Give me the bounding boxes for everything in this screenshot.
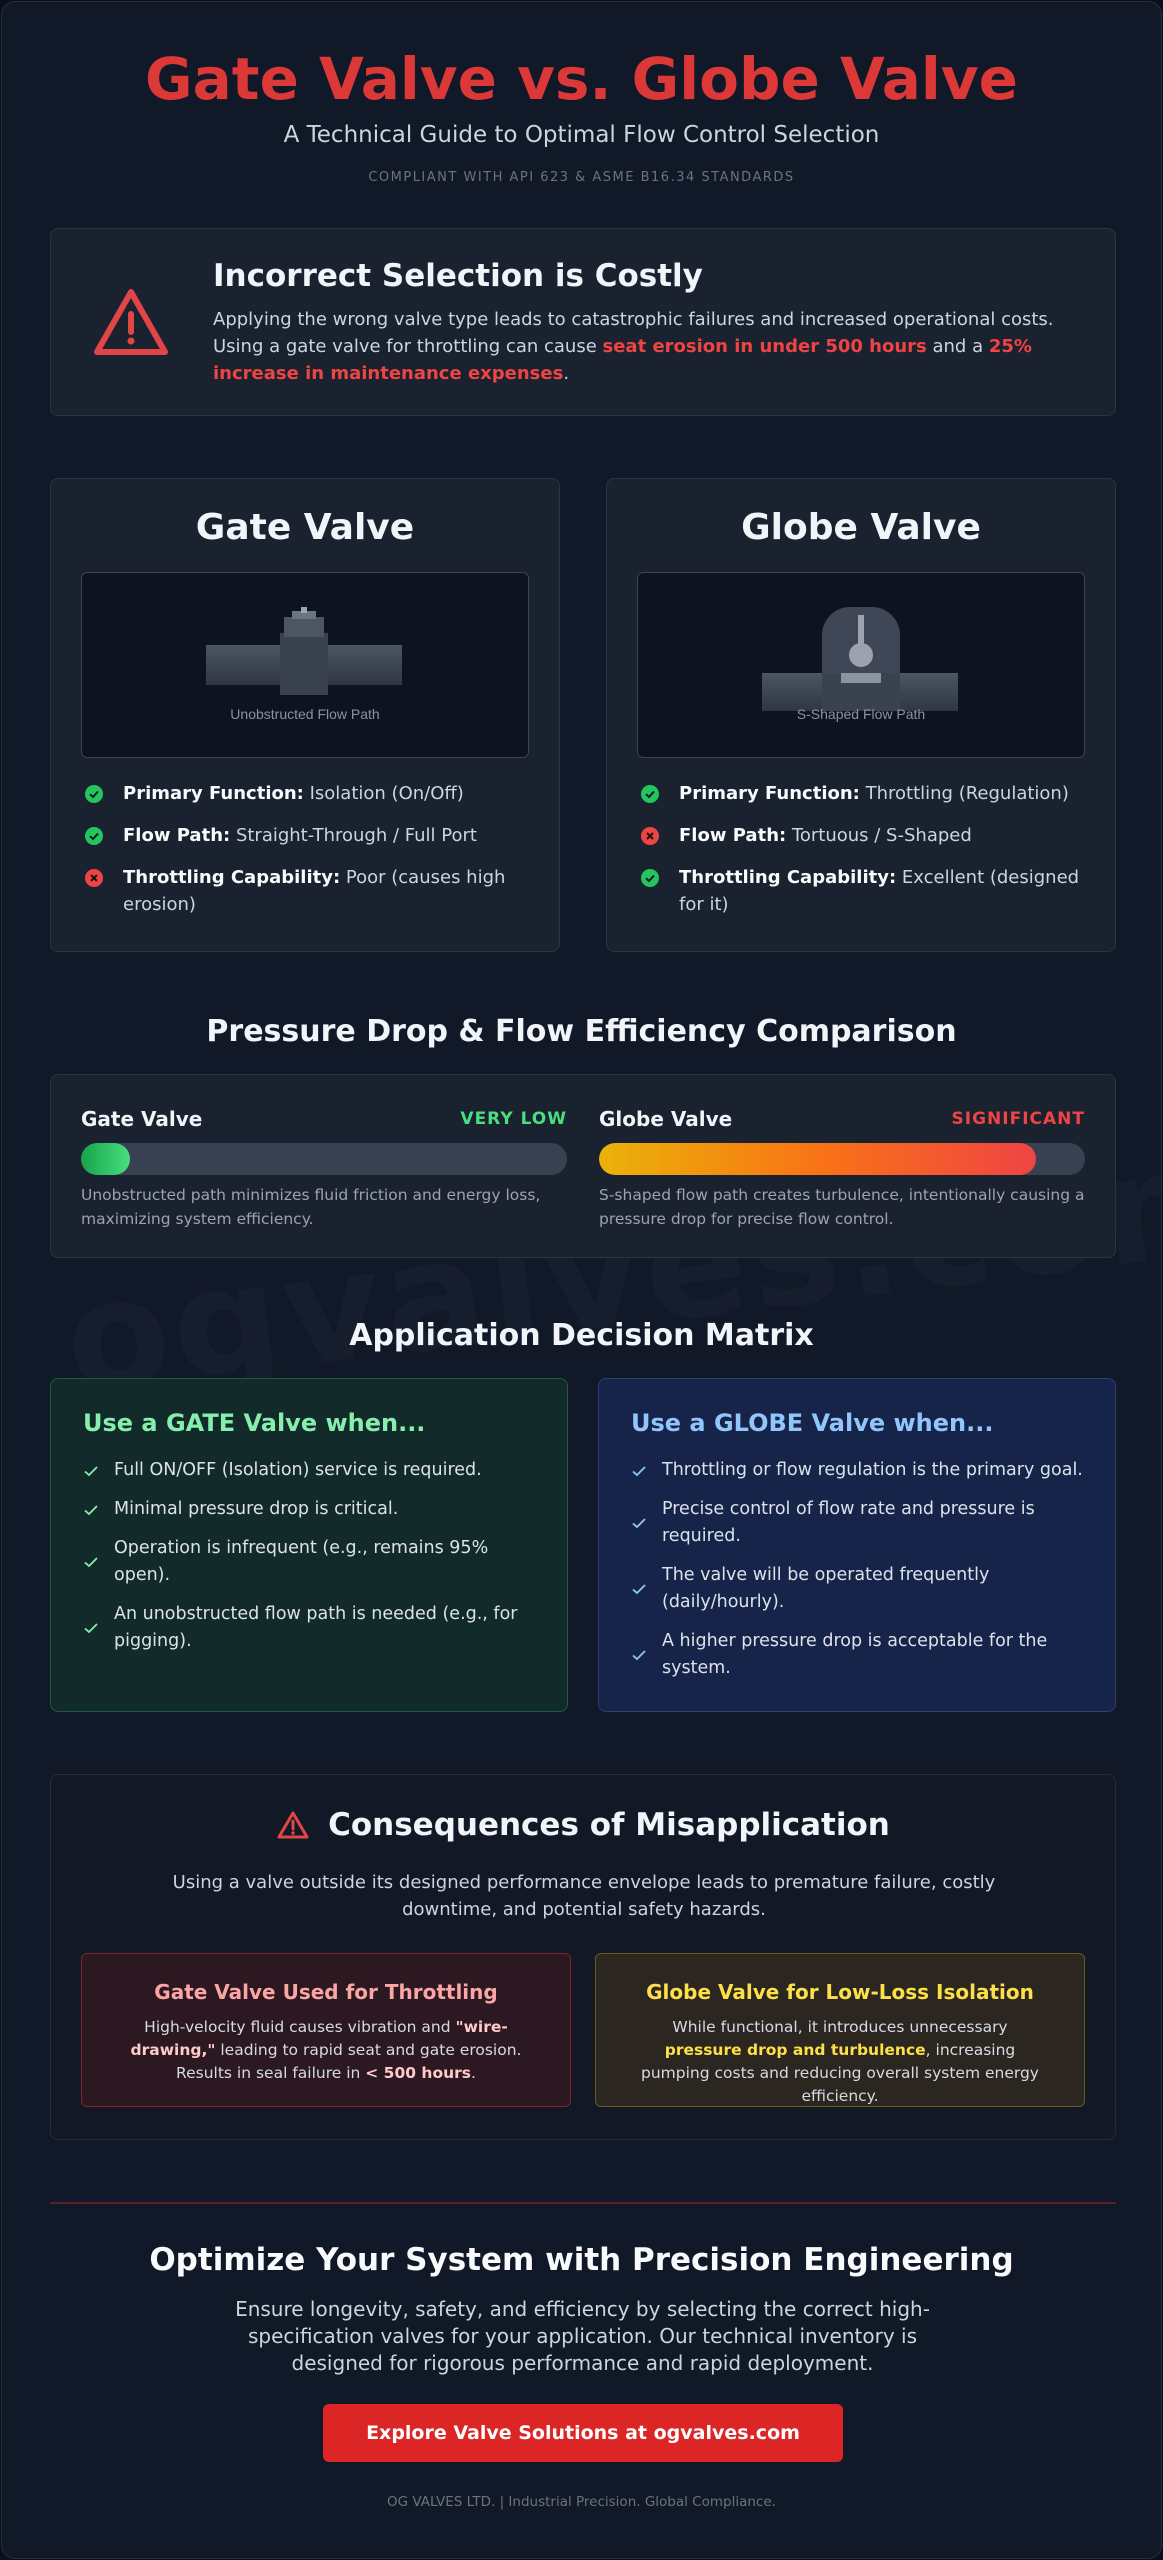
gate-misuse-text: High-velocity fluid causes vibration and… [130,2018,522,2082]
gate-valve-diagram: Unobstructed Flow Path [81,572,529,758]
gate-valve-title: Gate Valve [195,507,415,548]
cta-text: Ensure longevity, safety, and efficiency… [235,2297,930,2375]
compliance-note: COMPLIANT WITH API 623 & ASME B16.34 STA… [368,170,795,185]
globe-misuse-heading: Globe Valve for Low-Loss Isolation [646,1980,1034,2004]
gate-decision-item: Operation is infrequent (e.g., remains 9… [83,1535,535,1589]
gate-feature-function: Primary Function: Isolation (On/Off) [81,780,529,807]
gate-decision-item: An unobstructed flow path is needed (e.g… [83,1601,535,1655]
check-circle-icon [85,827,103,845]
gate-decision-item: Full ON/OFF (Isolation) service is requi… [83,1457,535,1484]
globe-pressure-bar-fill [599,1143,1037,1175]
gate-valve-caption: Unobstructed Flow Path [230,706,380,722]
page-title: Gate Valve vs. Globe Valve [145,45,1018,113]
gate-pressure-bar-fill [81,1143,130,1175]
check-circle-icon [641,785,659,803]
header: Gate Valve vs. Globe Valve A Technical G… [2,2,1161,185]
warning-triangle-icon [277,1811,309,1839]
footer-text: OG VALVES LTD. | Industrial Precision. G… [387,2494,776,2510]
consequences-intro: Using a valve outside its designed perfo… [172,1872,996,1920]
consequences-card: Consequences of Misapplication Using a v… [50,1774,1116,2140]
gate-decision-item: Minimal pressure drop is critical. [83,1496,535,1523]
warning-triangle-icon [94,289,168,355]
gate-valve-icon [206,607,402,695]
consequences-title: Consequences of Misapplication [328,1807,890,1843]
globe-feature-throttling: Throttling Capability: Excellent (design… [637,864,1085,918]
checkmark-icon [84,1623,98,1634]
checkmark-icon [84,1465,98,1476]
gate-pressure-description: Unobstructed path minimizes fluid fricti… [81,1186,541,1228]
globe-feature-list: Primary Function: Throttling (Regulation… [637,780,1085,918]
gate-decision-card: Use a GATE Valve when... Full ON/OFF (Is… [50,1378,568,1712]
globe-decision-item: The valve will be operated frequently (d… [631,1562,1083,1616]
globe-decision-item: Throttling or flow regulation is the pri… [631,1457,1083,1484]
globe-pressure-description: S-shaped flow path creates turbulence, i… [599,1186,1085,1228]
checkmark-icon [632,1584,646,1595]
globe-pressure-label: Globe Valve [599,1107,733,1131]
globe-feature-flow-path: Flow Path: Tortuous / S-Shaped [637,822,1085,849]
gate-feature-list: Primary Function: Isolation (On/Off) Flo… [81,780,529,918]
gate-misuse-heading: Gate Valve Used for Throttling [154,1980,498,2004]
globe-decision-card: Use a GLOBE Valve when... Throttling or … [598,1378,1116,1712]
gate-pressure-status: VERY LOW [460,1109,567,1129]
cta-title: Optimize Your System with Precision Engi… [149,2242,1014,2278]
gate-pressure-bar [81,1143,567,1175]
globe-valve-icon [762,607,958,711]
check-circle-icon [85,785,103,803]
section-divider [50,2202,1116,2204]
pressure-comparison-card: Gate Valve VERY LOW Unobstructed path mi… [50,1074,1116,1258]
globe-valve-card: Globe Valve S-Shaped Flow Path Primary F… [606,478,1116,952]
explore-solutions-button[interactable]: Explore Valve Solutions at ogvalves.com [323,2404,843,2462]
checkmark-icon [84,1557,98,1568]
checkmark-icon [632,1465,646,1476]
pressure-section-title: Pressure Drop & Flow Efficiency Comparis… [206,1014,957,1049]
globe-valve-title: Globe Valve [741,507,981,548]
gate-valve-card: Gate Valve Unobstructed Flow Path Primar… [50,478,560,952]
globe-valve-diagram: S-Shaped Flow Path [637,572,1085,758]
globe-pressure-bar [599,1143,1085,1175]
warning-text: Applying the wrong valve type leads to c… [213,308,1054,384]
checkmark-icon [632,1518,646,1529]
matrix-section-title: Application Decision Matrix [349,1318,814,1353]
checkmark-icon [84,1504,98,1515]
globe-pressure-status: SIGNIFICANT [951,1109,1085,1129]
globe-pressure-column: Globe Valve SIGNIFICANT S-shaped flow pa… [599,1105,1085,1231]
cross-circle-icon [641,827,659,845]
cross-circle-icon [85,869,103,887]
globe-decision-heading: Use a GLOBE Valve when... [631,1409,994,1437]
globe-misuse-box: Globe Valve for Low-Loss Isolation While… [595,1953,1085,2107]
gate-feature-throttling: Throttling Capability: Poor (causes high… [81,864,529,918]
checkmark-icon [632,1650,646,1661]
globe-decision-item: Precise control of flow rate and pressur… [631,1496,1083,1550]
consequences-header: Consequences of Misapplication [51,1807,1115,1843]
globe-misuse-text: While functional, it introduces unnecess… [641,2018,1039,2105]
gate-decision-heading: Use a GATE Valve when... [83,1409,426,1437]
globe-decision-item: A higher pressure drop is acceptable for… [631,1628,1083,1682]
warning-title: Incorrect Selection is Costly [213,257,703,294]
gate-feature-flow-path: Flow Path: Straight-Through / Full Port [81,822,529,849]
gate-misuse-box: Gate Valve Used for Throttling High-velo… [81,1953,571,2107]
page-subtitle: A Technical Guide to Optimal Flow Contro… [283,122,880,148]
globe-feature-function: Primary Function: Throttling (Regulation… [637,780,1085,807]
check-circle-icon [641,869,659,887]
gate-pressure-column: Gate Valve VERY LOW Unobstructed path mi… [81,1105,567,1231]
cost-warning-card: Incorrect Selection is Costly Applying t… [50,228,1116,416]
globe-valve-caption: S-Shaped Flow Path [796,706,926,722]
gate-pressure-label: Gate Valve [81,1107,203,1131]
